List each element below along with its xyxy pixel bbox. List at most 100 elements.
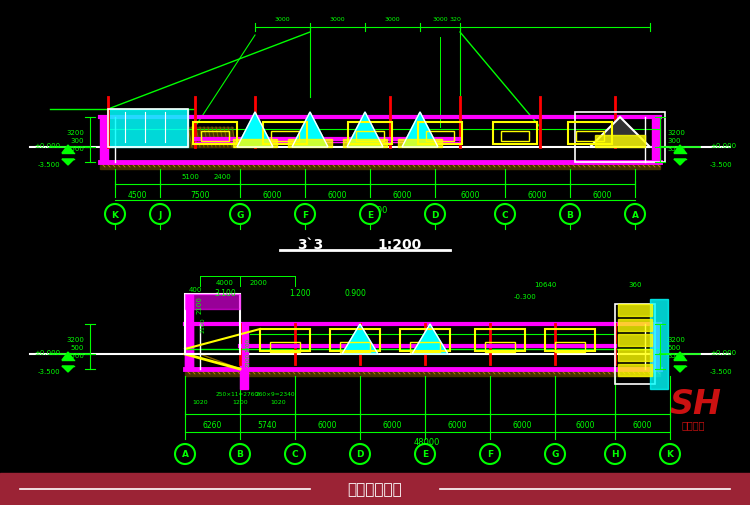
Text: 3200: 3200 [66, 336, 84, 342]
Circle shape [625, 205, 645, 225]
Text: 300: 300 [667, 138, 680, 144]
Circle shape [425, 205, 445, 225]
Bar [100, 118, 108, 163]
Text: F: F [487, 449, 493, 459]
Text: 260×9=2340: 260×9=2340 [255, 392, 295, 397]
Bar [618, 319, 652, 331]
Bar [193, 123, 237, 145]
Text: G: G [236, 210, 244, 219]
Circle shape [360, 205, 380, 225]
Text: 48000: 48000 [414, 437, 440, 446]
Text: A: A [632, 210, 638, 219]
Circle shape [350, 444, 370, 464]
Circle shape [150, 205, 170, 225]
Polygon shape [674, 146, 686, 154]
Text: A: A [182, 449, 188, 459]
Bar [348, 123, 392, 145]
Circle shape [295, 205, 315, 225]
Text: 320: 320 [449, 17, 461, 22]
Text: 1200: 1200 [232, 400, 248, 405]
Text: 6000: 6000 [512, 420, 532, 429]
Bar [652, 118, 660, 163]
Text: 7500: 7500 [190, 190, 210, 199]
Text: -3.500: -3.500 [710, 162, 733, 168]
Text: 500: 500 [667, 344, 680, 350]
Text: 3000: 3000 [274, 17, 290, 22]
Text: 6000: 6000 [592, 190, 612, 199]
Text: 6000: 6000 [527, 190, 547, 199]
Polygon shape [590, 118, 650, 147]
Circle shape [230, 444, 250, 464]
Bar [493, 123, 537, 145]
Bar [501, 132, 529, 142]
Text: 3500: 3500 [667, 145, 685, 151]
Text: 3500: 3500 [66, 145, 84, 151]
Text: 3500: 3500 [66, 352, 84, 358]
Text: B: B [236, 449, 244, 459]
Bar [618, 334, 652, 346]
Text: 5100: 5100 [181, 174, 199, 180]
Polygon shape [674, 352, 686, 360]
Text: E: E [367, 210, 373, 219]
Bar [356, 132, 384, 142]
Text: H: H [611, 449, 619, 459]
Bar [398, 140, 442, 147]
Text: 6000: 6000 [447, 420, 466, 429]
Bar [555, 342, 585, 352]
Text: 6000: 6000 [392, 190, 412, 199]
Bar [185, 294, 240, 355]
Text: ±0.000: ±0.000 [34, 143, 60, 148]
Text: -3.500: -3.500 [38, 162, 60, 168]
Bar [545, 329, 595, 351]
Text: -3.500: -3.500 [710, 368, 733, 374]
Polygon shape [402, 113, 438, 147]
Text: C: C [502, 210, 509, 219]
Bar [100, 163, 660, 170]
Polygon shape [62, 146, 74, 154]
Text: 2100: 2100 [197, 295, 203, 313]
Bar [615, 305, 655, 384]
Circle shape [545, 444, 565, 464]
Bar [568, 123, 612, 145]
Bar [575, 113, 665, 163]
Text: 3.100: 3.100 [214, 288, 236, 297]
Text: 3500: 3500 [667, 352, 685, 358]
Text: 3200: 3200 [667, 336, 685, 342]
Text: B: B [566, 210, 574, 219]
Text: D: D [356, 449, 364, 459]
Bar [240, 324, 248, 389]
Circle shape [560, 205, 580, 225]
Bar [343, 140, 387, 147]
Polygon shape [237, 113, 273, 147]
Text: 1.200: 1.200 [290, 288, 310, 297]
Text: ±0.000: ±0.000 [710, 349, 736, 356]
Bar [426, 132, 454, 142]
Text: 1:200: 1:200 [378, 237, 422, 251]
Bar [185, 294, 193, 369]
Text: 1700: 1700 [245, 337, 250, 351]
Circle shape [495, 205, 515, 225]
Bar [0, 473, 750, 505]
Polygon shape [62, 352, 74, 360]
Text: 250×11=2760: 250×11=2760 [215, 392, 259, 397]
Bar [233, 140, 277, 147]
Bar [652, 324, 660, 369]
Text: ±0.000: ±0.000 [34, 349, 60, 356]
Text: 0.900: 0.900 [344, 288, 366, 297]
Text: 2100: 2100 [245, 352, 250, 366]
Text: SH: SH [669, 388, 721, 421]
Text: 4000: 4000 [216, 279, 234, 285]
Circle shape [285, 444, 305, 464]
Text: 6000: 6000 [382, 420, 402, 429]
Text: 6000: 6000 [262, 190, 282, 199]
Bar [260, 329, 310, 351]
Text: 3200: 3200 [667, 130, 685, 136]
Polygon shape [674, 366, 686, 372]
Text: 360: 360 [628, 281, 642, 287]
Text: 5740: 5740 [257, 420, 277, 429]
Text: 6260: 6260 [202, 420, 222, 429]
Bar [108, 110, 188, 147]
Polygon shape [674, 160, 686, 166]
Polygon shape [347, 113, 383, 147]
Text: 3000: 3000 [384, 17, 400, 22]
